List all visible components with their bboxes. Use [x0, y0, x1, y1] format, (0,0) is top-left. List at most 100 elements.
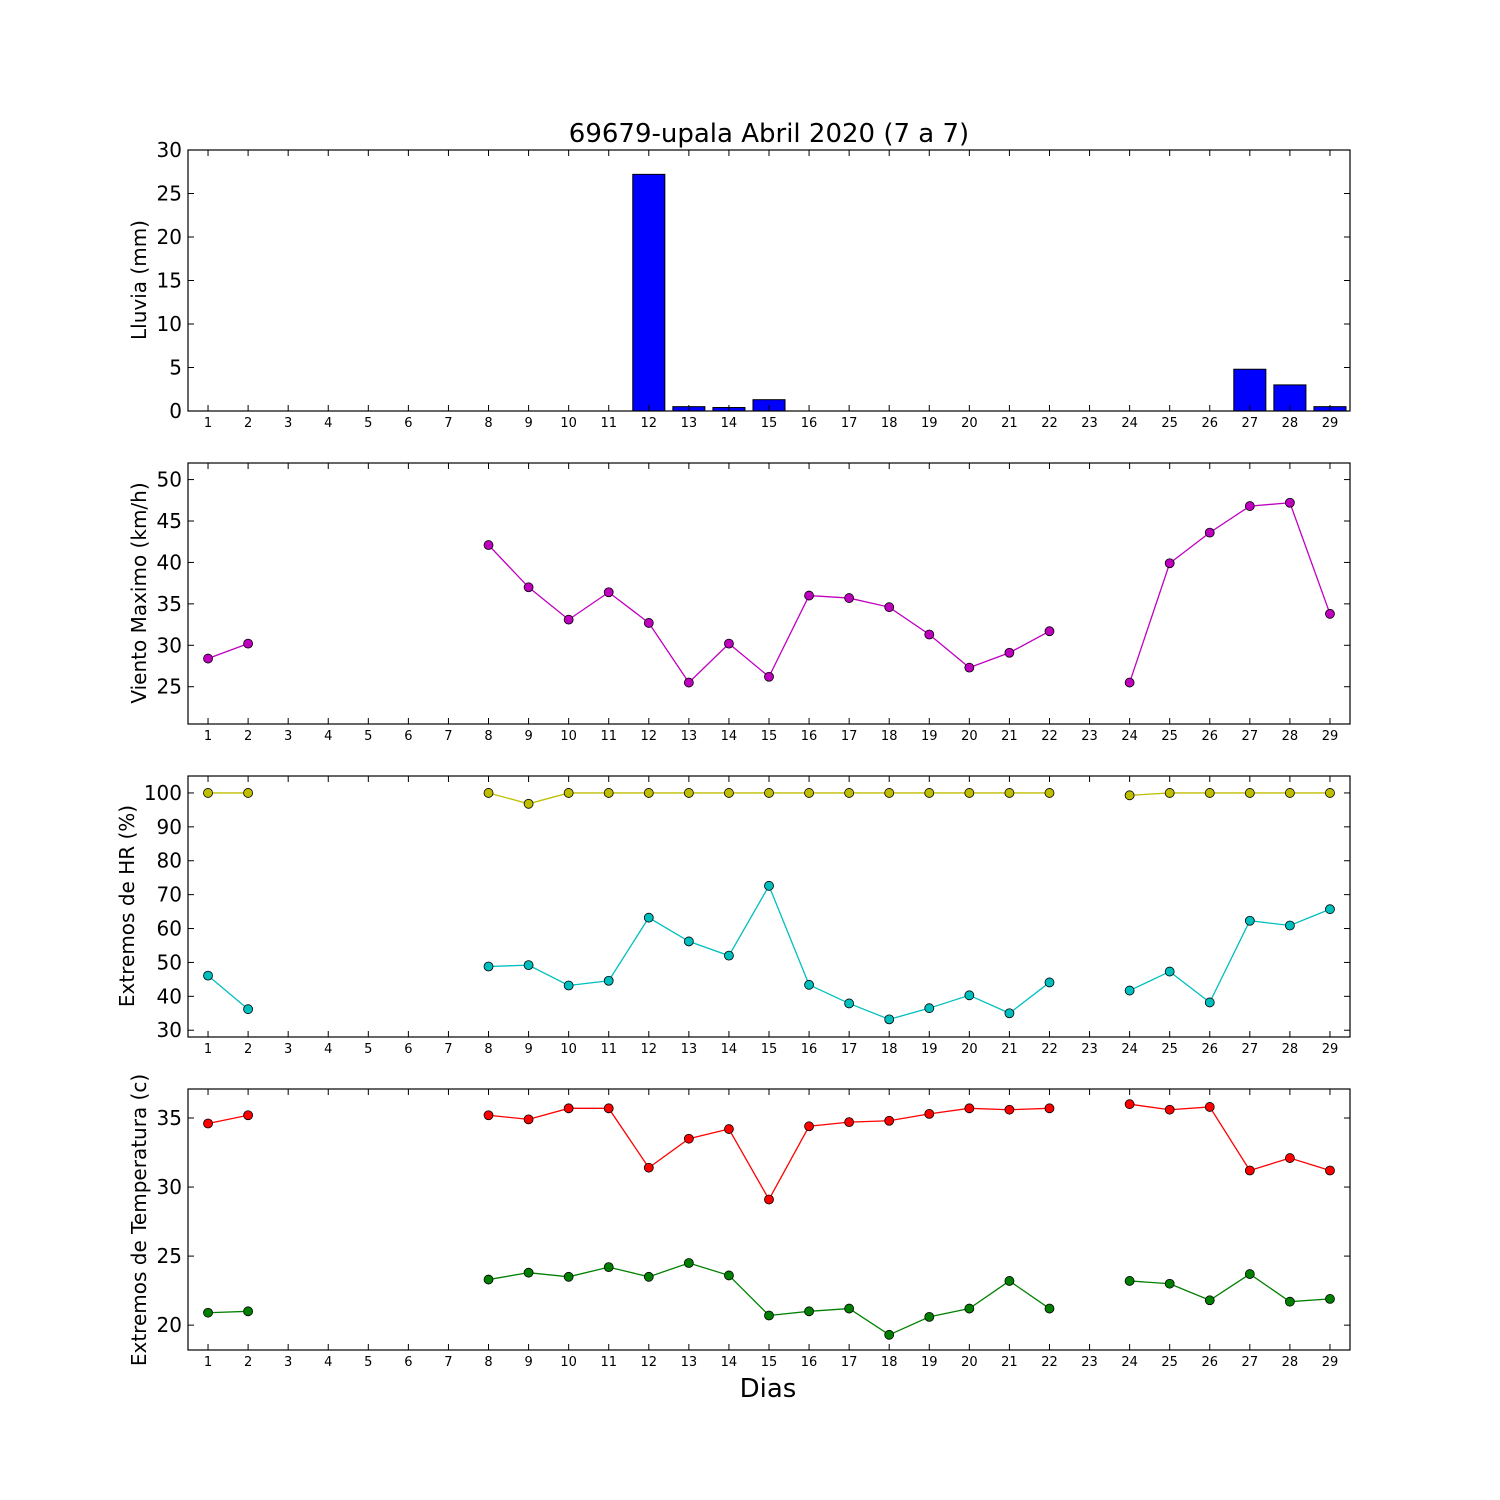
hr-series-0-point	[203, 788, 213, 798]
lluvia-xtick-label: 28	[1282, 416, 1299, 431]
hr-series-0-point	[643, 788, 654, 798]
hr-series-0-point	[1284, 788, 1295, 798]
temperatura-series-1-point	[964, 1303, 975, 1314]
viento-xtick-label: 6	[404, 729, 412, 744]
temperatura-series-0-point	[1244, 1165, 1255, 1176]
hr-series-1-point	[804, 979, 814, 990]
lluvia-ytick-label: 5	[169, 356, 182, 380]
temperatura-ytick-label: 20	[157, 1313, 182, 1337]
hr-ytick-label: 90	[157, 815, 182, 839]
viento-xtick-label: 15	[761, 729, 778, 744]
temperatura-xtick-label: 5	[364, 1355, 372, 1370]
viento-xtick-label: 19	[921, 729, 938, 744]
lluvia-xtick-label: 13	[681, 416, 698, 431]
hr-series-0-point	[243, 788, 254, 798]
hr-xtick-label: 16	[801, 1042, 818, 1057]
viento-xtick-label: 9	[524, 729, 532, 744]
viento-series-0-point	[243, 638, 254, 649]
lluvia-xtick-label: 7	[444, 416, 452, 431]
rain-bar	[632, 173, 666, 412]
viento-series	[203, 497, 1335, 688]
viento-xtick-label: 20	[961, 729, 978, 744]
temperatura-xtick-label: 10	[560, 1355, 577, 1370]
hr-series-0-point	[804, 788, 814, 798]
hr-xtick-label: 21	[1001, 1042, 1018, 1057]
temperatura-series-1-point	[523, 1267, 534, 1278]
viento-series-0-point	[964, 662, 975, 673]
hr-series-1-line	[207, 975, 249, 1010]
temperatura-series-1-point	[683, 1258, 694, 1268]
lluvia-xtick-label: 9	[524, 416, 532, 431]
viento-xtick-label: 5	[364, 729, 372, 744]
hr-ytick-label: 70	[157, 883, 182, 907]
temperatura-series-0-point	[683, 1133, 694, 1144]
temperatura-series-0-point	[1204, 1102, 1215, 1112]
y-axis-label-temperatura: Extremos de Temperatura (c)	[127, 1074, 151, 1366]
hr-xtick-label: 6	[404, 1042, 412, 1057]
temperatura-series-0-point	[1124, 1099, 1135, 1110]
hr-series-1-line	[1129, 908, 1331, 1004]
temperatura-xtick-label: 28	[1282, 1355, 1299, 1370]
hr-series-0-point	[603, 788, 614, 798]
hr-ytick-label: 40	[157, 984, 182, 1008]
hr-series-0-point	[884, 788, 895, 798]
viento-series-0-point	[523, 582, 534, 593]
temperatura-series-1-point	[764, 1310, 774, 1321]
lluvia-xtick-label: 17	[841, 416, 858, 431]
temperatura-series-1-point	[1325, 1294, 1335, 1304]
lluvia-xtick-label: 26	[1201, 416, 1218, 431]
hr-xtick-label: 23	[1081, 1042, 1098, 1057]
viento-ytick-label: 45	[157, 509, 182, 533]
temperatura-series-1-line	[208, 1310, 249, 1314]
hr-xtick-label: 9	[524, 1042, 532, 1057]
hr-series-0-point	[1164, 788, 1175, 798]
y-axis-label-viento: Viento Maximo (km/h)	[127, 482, 151, 703]
temperatura-xtick-label: 26	[1201, 1355, 1218, 1370]
temperatura-xtick-label: 19	[921, 1355, 938, 1370]
viento-xtick-label: 1	[204, 729, 212, 744]
hr-series-1-point	[1204, 997, 1215, 1008]
temperatura-series-1-point	[1164, 1278, 1175, 1289]
temperatura-series-0-point	[924, 1108, 935, 1119]
temperatura-series-1-point	[1004, 1276, 1015, 1286]
hr-series-0-point	[1204, 788, 1215, 798]
lluvia-xtick-label: 27	[1242, 416, 1259, 431]
hr-xtick-label: 2	[244, 1042, 252, 1057]
hr-series-1-point	[603, 975, 614, 986]
lluvia-xtick-label: 1	[204, 416, 212, 431]
temperatura-series-1-point	[804, 1306, 814, 1317]
viento-series-0-point	[1325, 608, 1335, 619]
temperatura-xtick-label: 3	[284, 1355, 292, 1370]
hr-xtick-label: 12	[641, 1042, 658, 1057]
temperatura-series-0-point	[603, 1103, 614, 1114]
hr-ytick-label: 60	[157, 917, 182, 941]
lluvia-xtick-label: 18	[881, 416, 898, 431]
temperatura-ytick-label: 25	[157, 1244, 182, 1268]
lluvia-xtick-label: 29	[1322, 416, 1339, 431]
temperatura-series-0-point	[643, 1162, 654, 1173]
hr-series-1-point	[643, 912, 654, 923]
viento-series-0-point	[924, 629, 935, 640]
temperatura-xtick-label: 16	[801, 1355, 818, 1370]
hr-xtick-label: 18	[881, 1042, 898, 1057]
hr-xtick-label: 3	[284, 1042, 292, 1057]
hr-xtick-label: 15	[761, 1042, 778, 1057]
hr-series-0-point	[483, 788, 494, 798]
hr-series-1-point	[1164, 966, 1175, 977]
hr-series-1-point	[1325, 904, 1335, 915]
hr-xtick-label: 29	[1322, 1042, 1339, 1057]
hr-xtick-label: 5	[364, 1042, 372, 1057]
temperatura-xtick-label: 9	[524, 1355, 532, 1370]
hr-xtick-label: 27	[1242, 1042, 1259, 1057]
viento-xtick-label: 25	[1161, 729, 1178, 744]
lluvia-xtick-label: 4	[324, 416, 332, 431]
hr-ytick-label: 30	[157, 1018, 182, 1042]
hr-plot-frame	[187, 775, 1351, 1038]
lluvia-xtick-label: 25	[1161, 416, 1178, 431]
temperatura-series-0-point	[724, 1124, 734, 1134]
